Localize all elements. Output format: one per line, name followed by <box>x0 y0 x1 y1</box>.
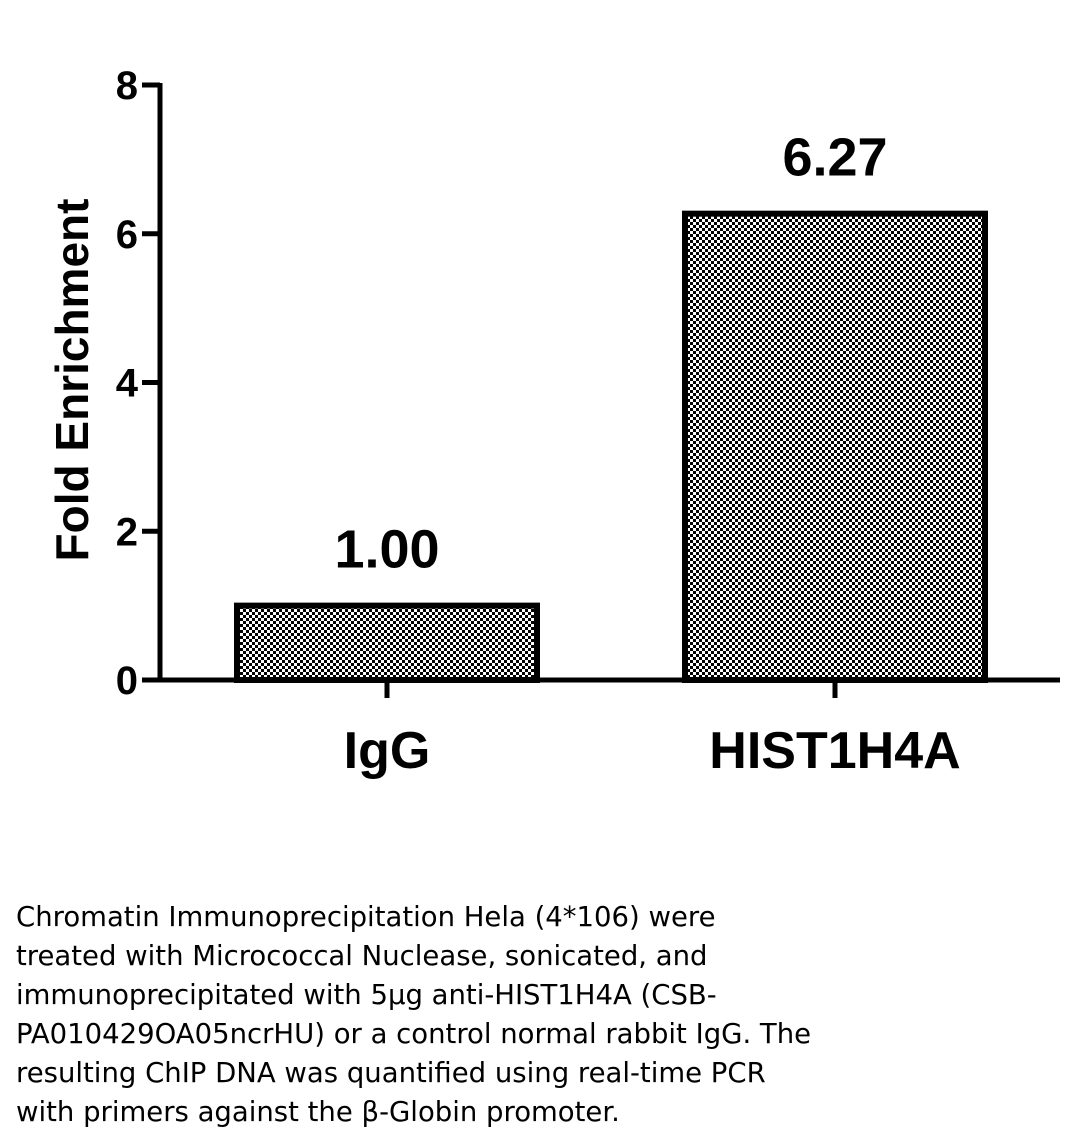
y-tick-label: 8 <box>116 64 138 108</box>
data-label: 6.27 <box>782 128 887 188</box>
caption-line: immunoprecipitated with 5μg anti-HIST1H4… <box>16 979 717 1011</box>
caption-line: treated with Micrococcal Nuclease, sonic… <box>16 940 708 972</box>
y-axis-title: Fold Enrichment <box>46 199 98 562</box>
bar-igg <box>234 602 540 683</box>
x-tick-label: IgG <box>344 722 431 780</box>
bar-hist1h4a <box>682 210 988 683</box>
data-label: 1.00 <box>334 520 439 580</box>
caption-line: PA010429OA05ncrHU) or a control normal r… <box>16 1018 812 1050</box>
caption-line: with primers against the β-Globin promot… <box>16 1096 620 1128</box>
y-tick-label: 4 <box>116 362 139 406</box>
caption-line: resulting ChIP DNA was quantified using … <box>16 1057 766 1089</box>
y-tick-label: 6 <box>116 213 138 257</box>
bar-chart: 0 2 4 6 8 IgG 1.00 HIST1H4A 6.27 Fold Enrichmen… <box>46 64 1060 780</box>
figure-caption: Chromatin Immunoprecipitation Hela (4*10… <box>16 898 1076 1132</box>
caption-line: Chromatin Immunoprecipitation Hela (4*10… <box>16 901 716 933</box>
y-tick-label: 2 <box>116 510 138 554</box>
y-tick-label: 0 <box>116 659 138 703</box>
x-tick-label: HIST1H4A <box>709 722 960 780</box>
